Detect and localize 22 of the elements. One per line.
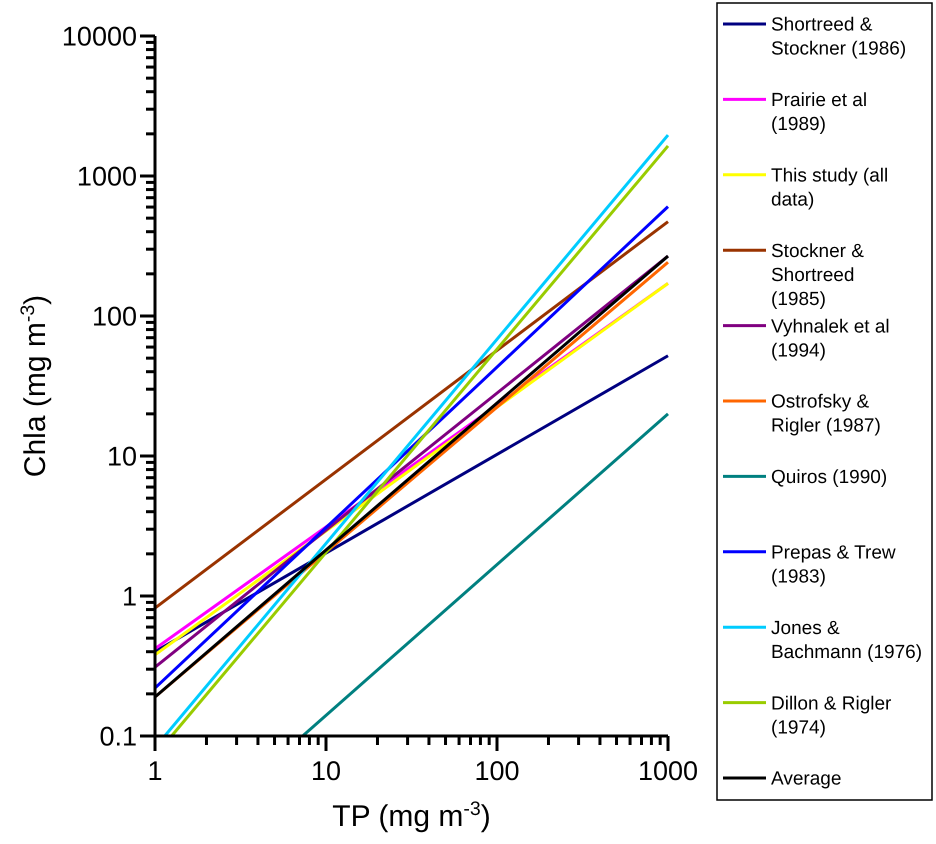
- legend-label: Dillon & Rigler (1974): [771, 693, 892, 738]
- legend-label: Vyhnalek et al (1994): [771, 316, 890, 362]
- legend-label: Prairie et al (1989): [771, 90, 868, 136]
- y-tick-label: 10: [106, 441, 137, 472]
- legend-label: Prepas & Trew (1983): [771, 542, 896, 588]
- legend-label: Shortreed & Stockner (1986): [771, 14, 906, 60]
- y-tick-label: 1: [122, 581, 137, 612]
- legend-label: Average: [771, 768, 842, 790]
- y-tick-label: 100: [92, 301, 137, 332]
- legend-label: This study (all data): [771, 165, 888, 210]
- legend-label: Jones & Bachmann (1976): [771, 618, 922, 663]
- legend-label: Ostrofsky & Rigler (1987): [771, 392, 881, 437]
- y-tick-label: 1000: [76, 161, 137, 192]
- legend-label: Quiros (1990): [771, 467, 888, 488]
- x-axis-title: TP (mg m$^{-3}$): [332, 798, 491, 833]
- y-tick-label: 10000: [62, 21, 137, 52]
- x-tick-label: 1: [147, 756, 163, 786]
- legend-label: Stockner & Shortreed (1985): [771, 240, 864, 310]
- y-tick-label: 0.1: [99, 721, 137, 752]
- x-tick-label: 1000: [638, 756, 698, 786]
- x-tick-label: 100: [474, 756, 520, 786]
- x-tick-label: 10: [310, 756, 342, 786]
